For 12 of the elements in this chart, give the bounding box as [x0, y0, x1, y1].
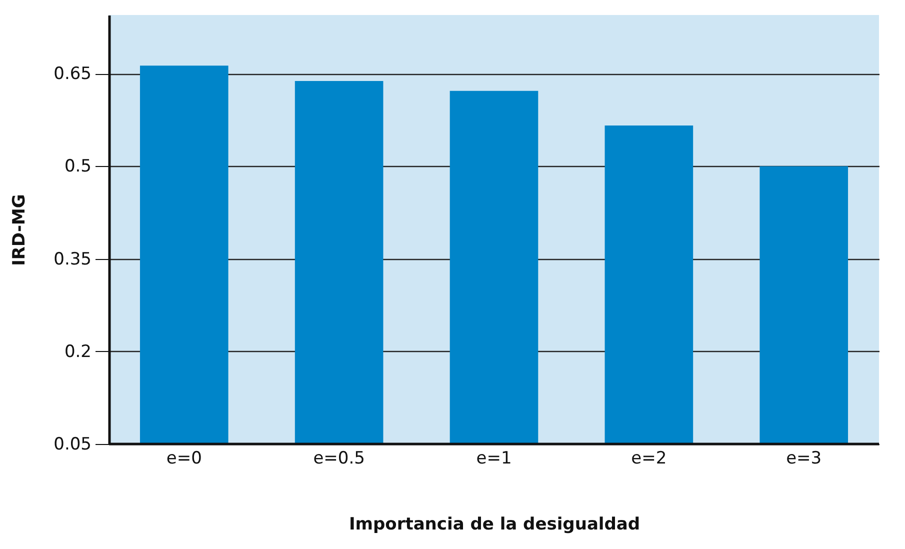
x-tick-label: e=0.5: [313, 448, 365, 468]
x-axis-title: Importancia de la desigualdad: [348, 514, 640, 534]
x-tick-label: e=0: [166, 448, 202, 468]
x-tick-label: e=1: [476, 448, 512, 468]
y-tick-label: 0.2: [64, 342, 92, 362]
y-tick-label: 0.5: [64, 156, 92, 177]
y-tick-label: 0.35: [54, 249, 92, 270]
y-tick-label: 0.05: [54, 434, 92, 454]
x-tick-label: e=2: [631, 448, 667, 468]
y-tick-label: 0.65: [54, 64, 92, 84]
y-axis-title: IRD-MG: [10, 194, 30, 266]
x-tick-label: e=3: [786, 448, 822, 468]
